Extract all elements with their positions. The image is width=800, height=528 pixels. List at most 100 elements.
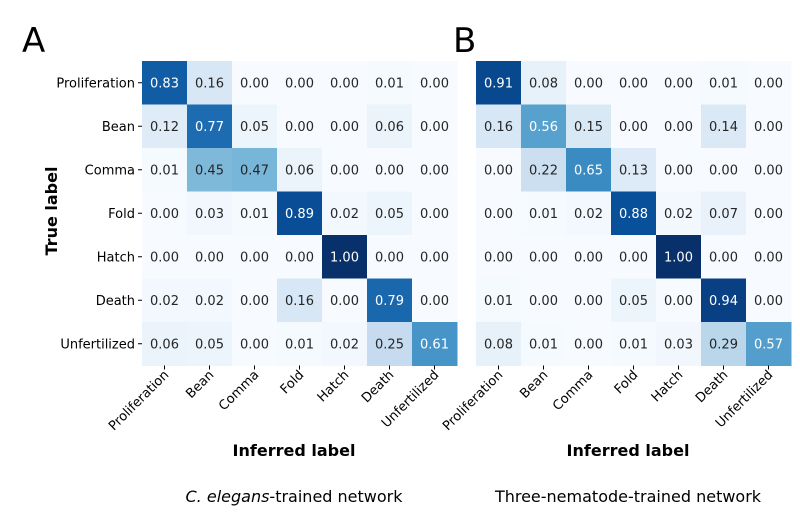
cell-value-label: 0.06 [285,163,314,178]
heatmap-cell [367,278,413,323]
cell-value-label: 0.00 [754,294,783,309]
cell-value-label: 0.00 [529,294,558,309]
heatmap-cell [412,148,458,192]
heatmap-cell [611,235,657,279]
heatmap-cell [142,104,188,149]
cell-value-label: 0.61 [420,337,449,352]
cell-value-label: 0.05 [240,120,269,135]
cell-value-label: 0.00 [574,250,603,265]
heatmap-cell [746,191,792,236]
heatmap-cell [656,235,702,279]
heatmap-cell [701,278,747,323]
heatmap-cell [746,61,792,105]
cell-value-label: 0.00 [619,250,648,265]
cell-value-label: 1.00 [664,250,693,265]
y-tick-label: Proliferation [56,76,135,91]
x-tick-label: Proliferation [440,368,506,434]
cell-value-label: 0.00 [150,207,179,222]
heatmap-cell [277,235,323,279]
caption-b-rest: Three-nematode-trained network [494,487,762,506]
heatmap-cell [611,322,657,366]
heatmap-cell [521,191,567,236]
heatmap-a: 0.83 0.16 0.00 0.00 0.00 0.01 0.00 0.12 0.77 0.05… [56,61,458,434]
cell-value-label: 0.15 [574,120,603,135]
heatmap-cell [277,191,323,236]
y-tick-label: Comma [85,163,135,178]
y-tick-label: Death [96,294,135,309]
cell-value-label: 1.00 [330,250,359,265]
cell-value-label: 0.00 [150,250,179,265]
heatmap-cell [476,322,522,366]
heatmap-cell [611,104,657,149]
heatmap-cell [322,148,368,192]
cell-value-label: 0.06 [375,120,404,135]
x-tick-label: Fold [278,368,308,398]
cell-value-label: 0.02 [150,294,179,309]
x-tick-label: Hatch [315,368,353,406]
cell-value-label: 0.06 [150,337,179,352]
cell-value-label: 0.02 [664,207,693,222]
cell-value-label: 0.13 [619,163,648,178]
cell-value-label: 0.01 [529,337,558,352]
cell-value-label: 0.16 [195,76,224,91]
cell-value-label: 0.00 [754,120,783,135]
x-tick-label: Death [693,368,731,406]
cell-value-label: 0.03 [195,207,224,222]
heatmap-cell [367,104,413,149]
heatmap-cell [232,322,278,366]
cell-value-label: 0.00 [285,120,314,135]
x-tick-label: Death [359,368,397,406]
cell-value-label: 0.00 [330,163,359,178]
heatmap-cell [476,235,522,279]
cell-value-label: 0.00 [420,163,449,178]
heatmap-cell [232,148,278,192]
cell-value-label: 0.00 [709,250,738,265]
heatmap-cell [656,278,702,323]
cell-value-label: 0.00 [420,207,449,222]
heatmap-cell [367,191,413,236]
heatmap-cell [367,61,413,105]
cell-value-label: 0.00 [664,294,693,309]
x-tick-label: Bean [517,368,551,402]
x-axis-label-b: Inferred label [567,441,690,460]
cell-value-label: 0.00 [574,294,603,309]
cell-value-label: 0.00 [754,76,783,91]
cell-value-label: 0.01 [484,294,513,309]
caption-a: C. elegans-trained network [186,487,404,506]
cell-value-label: 0.00 [240,76,269,91]
x-tick-label: Hatch [649,368,687,406]
heatmap-cell [701,191,747,236]
cell-value-label: 0.00 [574,337,603,352]
cell-value-label: 0.01 [285,337,314,352]
heatmap-cell [521,148,567,192]
panel-b: B 0.91 0.08 0.00 0.00 0.00 0.01 0.000.16 0.56 0.… [440,21,792,506]
heatmap-cell [521,61,567,105]
heatmap-cell [521,322,567,366]
heatmap-cell [566,278,612,323]
heatmap-cell [611,61,657,105]
cell-value-label: 0.00 [484,163,513,178]
heatmap-cell [277,278,323,323]
heatmap-cell [566,235,612,279]
heatmap-cell [412,61,458,105]
cell-value-label: 0.16 [484,120,513,135]
cell-value-label: 0.00 [664,163,693,178]
cell-value-label: 0.05 [375,207,404,222]
cell-value-label: 0.00 [754,250,783,265]
cell-value-label: 0.00 [619,120,648,135]
heatmap-cell [611,148,657,192]
heatmap-cell [611,278,657,323]
cell-value-label: 0.00 [240,337,269,352]
heatmap-cell [476,191,522,236]
cell-value-label: 0.12 [150,120,179,135]
heatmap-cell [656,104,702,149]
heatmap-cell [187,235,233,279]
heatmap-cell [656,61,702,105]
heatmap-cell [322,104,368,149]
x-tick-label: Comma [216,368,262,414]
heatmap-cell [277,148,323,192]
cell-value-label: 0.01 [619,337,648,352]
heatmap-cell [476,104,522,149]
cell-value-label: 0.00 [375,163,404,178]
heatmap-cell [322,322,368,366]
